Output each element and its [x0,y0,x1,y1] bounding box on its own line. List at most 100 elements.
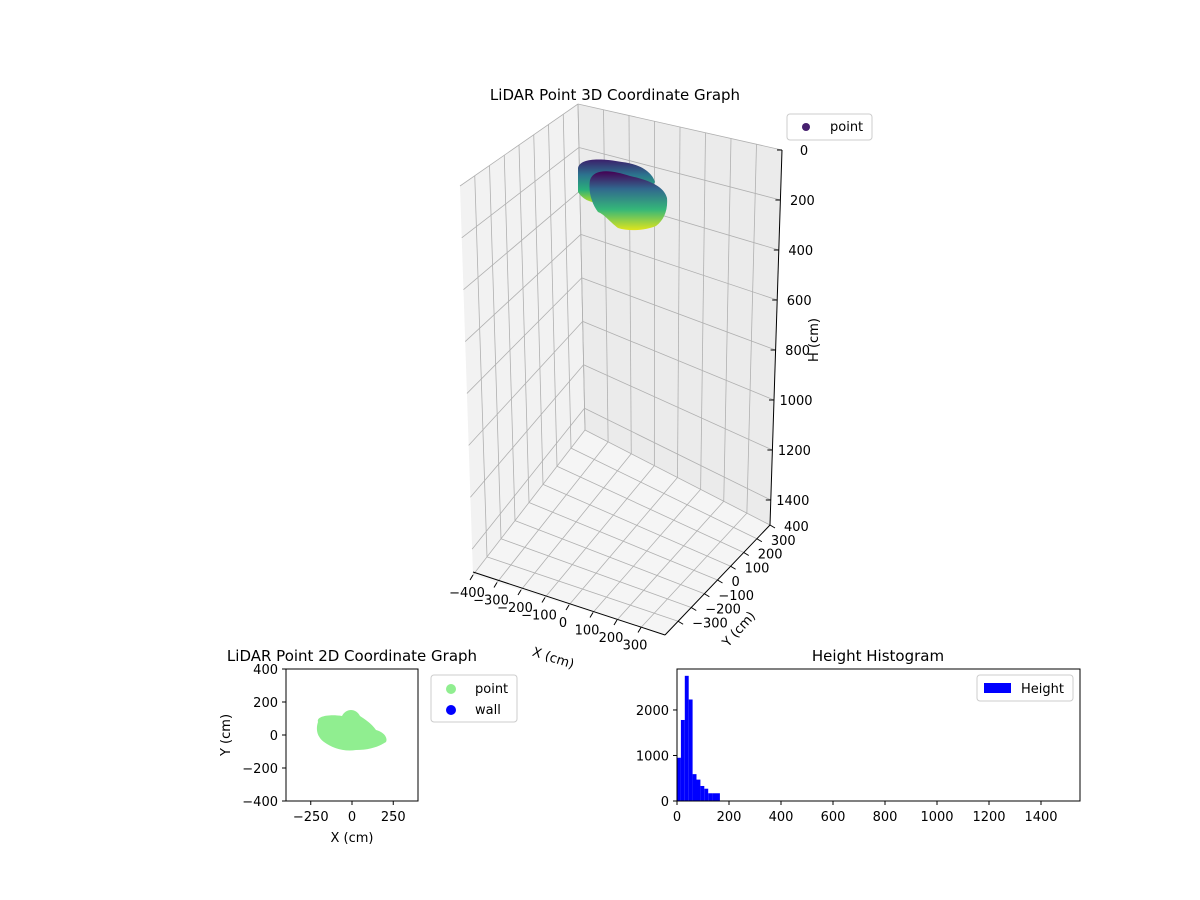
y-tick-label-3d: 100 [745,561,770,576]
histogram-title: Height Histogram [812,647,944,665]
histogram-bar [692,774,697,801]
x-tick-label-2d: 250 [381,810,406,825]
histogram-bar [716,793,720,801]
grid-3d-y [500,538,692,608]
ticks-histogram: 0 200 400 600 800 1000 1200 1400 0 1000 2000 [636,704,1058,825]
x-tick-mark-3d [637,627,642,633]
y-tick-label-hist: 0 [661,795,669,810]
histogram-bar [684,675,689,801]
grid-3d-z-left [464,234,582,342]
z-tick-label-3d: 1200 [778,444,811,459]
z-axis-line [769,149,783,526]
x-tick-label-hist: 1400 [1024,810,1057,825]
legend-2d-marker-point [446,684,456,694]
y-tick-label-3d: 300 [771,534,796,549]
z-tick-label-3d: 600 [787,294,812,309]
z-tick-label-3d: 1400 [776,494,809,509]
grid-3d-z-left [470,364,584,498]
grid-3d-z-left [471,408,585,550]
y-tick-mark-3d [730,565,736,570]
z-tick-label-3d: 400 [788,244,813,259]
point-region-2d [316,710,387,751]
y-tick-label-3d: −200 [705,603,741,618]
ticks-2d: −250 0 250 −400 −200 0 200 400 [242,663,405,825]
grid-3d-z-left [463,190,581,291]
y-tick-label-2d: −200 [242,762,278,777]
legend-3d-frame [786,113,873,141]
y-tick-mark-3d [677,620,684,625]
y-tick-label-2d: 0 [270,729,278,744]
grid-3d-z-right [584,407,771,501]
legend-histogram-marker [984,683,1011,693]
grid-3d-x-vertical [723,138,732,502]
plot-2d: −250 0 250 −400 −200 0 200 400 LiDAR Point 2D C… [219,647,518,846]
grid-3d-z-right [582,320,775,401]
z-tick-label-3d: 0 [800,144,808,159]
legend-2d-label-point: point [475,682,508,697]
grid-3d-x-vertical [746,144,757,514]
legend-histogram-frame [976,674,1074,702]
y-tick-mark-3d [743,552,750,556]
chart-3d-title: LiDAR Point 3D Coordinate Graph [490,86,740,104]
pane-floor [473,430,770,635]
x-tick-label-3d: −300 [473,594,509,609]
plot-histogram: 0 200 400 600 800 1000 1200 1400 0 1000 2000 Heigh… [636,647,1081,825]
histogram-bar [677,757,681,801]
x-tick-label-hist: 1000 [920,810,953,825]
grid-3d-z-left [468,321,583,446]
x-tick-mark-3d [589,612,594,618]
histogram-frame [676,668,1081,802]
x-tick-mark-3d [565,604,570,611]
x-tick-label-hist: 200 [717,810,742,825]
x-tick-label-3d: −100 [521,609,557,624]
grid-3d-z-left [461,147,580,239]
x-axis-line [472,571,666,636]
x-tick-mark-3d [469,574,474,581]
legend-3d-label-point: point [830,120,863,135]
grid-3d-x-vertical [700,132,706,490]
legend-3d: point [786,113,873,141]
histogram-bar [696,779,701,801]
point-cluster-front [589,171,668,231]
x-tick-label-hist: 600 [821,810,846,825]
y-tick-label-2d: 400 [253,663,278,678]
x-tick-label-3d: 300 [623,639,648,654]
histogram-bar [712,793,716,801]
plot-3d: −400−300−200−100 0 100 200 300−300−200−10001… [449,86,873,673]
y-tick-label-2d: 200 [253,696,278,711]
y-tick-mark-3d [717,579,723,584]
grid-3d-y [556,465,744,553]
z-tick-label-3d: 1000 [779,394,812,409]
x-tick-label-3d: −400 [449,586,485,601]
grid-3d-x-vertical [577,103,586,431]
grid-3d-y [542,484,731,567]
grid-3d-y-wall [474,175,488,557]
legend-histogram-label: Height [1021,682,1064,697]
grid-3d-y-wall [562,114,572,449]
x-tick-mark-3d [517,589,522,596]
grid-3d-z-left [466,277,583,394]
x-tick-label-3d: −200 [497,601,533,616]
x-axis-label-2d: X (cm) [331,831,374,846]
x-tick-label-hist: 800 [873,810,898,825]
grid-3d-z-right [580,234,778,301]
grid-3d-y [528,502,718,581]
x-tick-label-hist: 0 [673,810,681,825]
grid-3d-z-right [581,277,776,351]
histogram-bar [700,785,705,801]
grid-3d-z-right [577,103,783,151]
y-axis-label-2d: Y (cm) [219,714,234,757]
grid-3d-y-wall [518,144,530,503]
grid-3d-z-left [459,103,579,187]
x-axis-label-3d: X (cm) [530,645,576,673]
y-tick-label-3d: 0 [732,575,740,590]
y-tick-label-3d: −100 [718,589,754,604]
legend-3d-marker-point [802,123,810,131]
z-tick-label-3d: 800 [785,344,810,359]
x-tick-label-2d: 0 [348,810,356,825]
y-tick-label-3d: 400 [784,520,809,535]
grid-3d-y [570,447,758,540]
grid-3d-y [486,556,679,622]
y-tick-label-3d: 200 [758,548,783,563]
